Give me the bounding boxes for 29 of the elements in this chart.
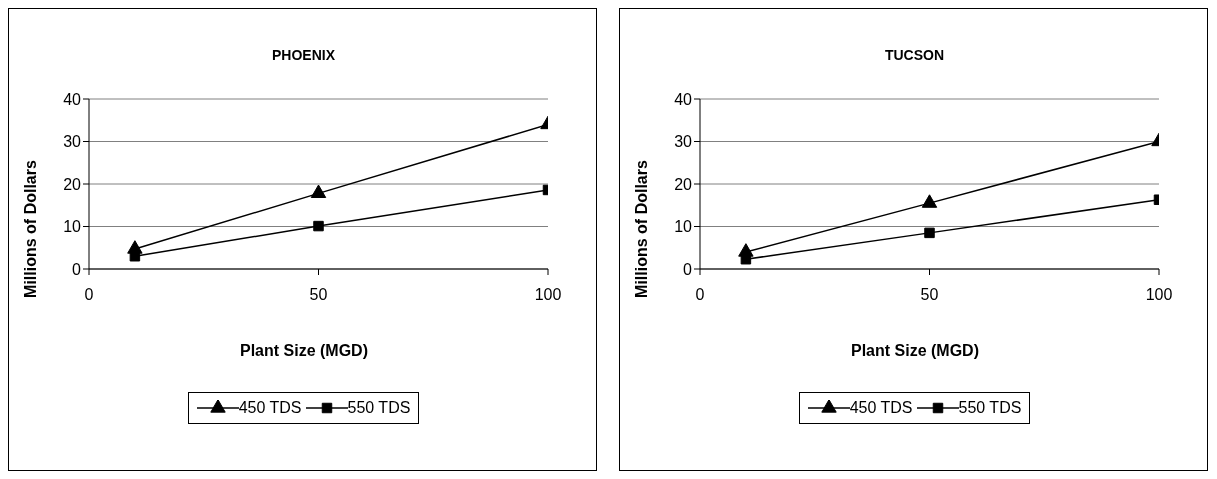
- legend-label: 550 TDS: [958, 399, 1022, 417]
- y-tick-label: 0: [72, 260, 82, 278]
- x-tick-label: 0: [84, 286, 94, 304]
- point: [924, 227, 935, 239]
- x-tick-label: 50: [920, 286, 939, 304]
- x-tick-label: 100: [1145, 286, 1173, 304]
- chart-title: PHOENIX: [271, 47, 336, 63]
- point: [313, 220, 324, 232]
- x-tick-label: 100: [534, 286, 562, 304]
- y-tick-label: 30: [63, 133, 82, 151]
- y-tick-label: 40: [63, 90, 82, 108]
- x-axis-title: Plant Size (MGD): [239, 342, 369, 360]
- chart-title: TUCSON: [883, 47, 946, 63]
- legend-label: 450 TDS: [849, 399, 913, 417]
- y-axis-title: Millions of Dollars: [22, 160, 40, 298]
- point: [921, 194, 938, 208]
- y-tick-label: 10: [63, 218, 82, 236]
- legend-label: 550 TDS: [347, 399, 411, 417]
- y-tick-label: 30: [674, 133, 693, 151]
- y-tick-label: 40: [674, 90, 693, 108]
- legend-label: 450 TDS: [238, 399, 302, 417]
- y-tick-label: 20: [63, 175, 82, 193]
- x-axis-title: Plant Size (MGD): [850, 342, 980, 360]
- y-tick-label: 0: [683, 260, 693, 278]
- y-axis-title: Millions of Dollars: [633, 160, 651, 298]
- x-tick-label: 0: [695, 286, 705, 304]
- x-tick-label: 50: [309, 286, 328, 304]
- y-tick-label: 10: [674, 218, 693, 236]
- y-tick-label: 20: [674, 175, 693, 193]
